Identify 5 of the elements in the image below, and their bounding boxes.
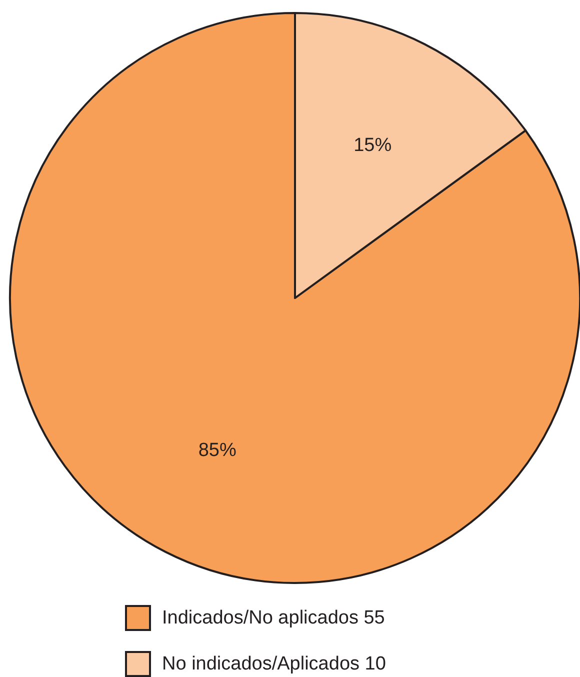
legend-label: No indicados/Aplicados 10: [162, 654, 386, 674]
legend-label: Indicados/No aplicados 55: [162, 608, 385, 628]
data-label: 15%: [354, 135, 392, 156]
data-label: 85%: [198, 440, 236, 461]
pie-slice: [9, 12, 580, 584]
